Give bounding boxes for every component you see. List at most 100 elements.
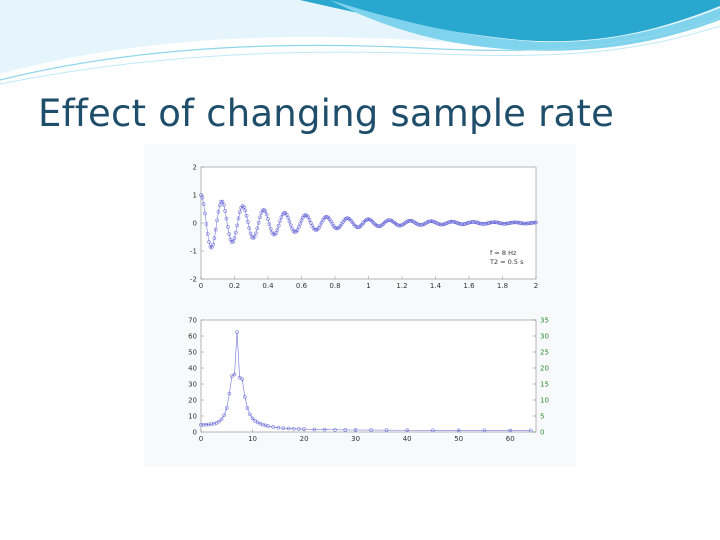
signal-point — [429, 219, 434, 224]
signal-point — [468, 220, 473, 225]
signal-point — [275, 227, 280, 232]
signal-point — [263, 209, 268, 214]
signal-point — [516, 220, 521, 225]
spectrum-point — [245, 406, 250, 410]
signal-point — [501, 221, 506, 226]
signal-point — [460, 222, 465, 227]
signal-point — [258, 215, 262, 220]
signal-point — [205, 232, 210, 236]
spectrum-y-tick-label: 50 — [188, 349, 197, 357]
spectrum-y2-tick-label: 5 — [540, 413, 544, 421]
spectrum-point — [286, 426, 291, 431]
time-x-tick-label: 1.2 — [396, 282, 407, 290]
signal-point — [497, 221, 502, 225]
signal-point — [417, 223, 422, 227]
spectrum-y-tick-label: 60 — [188, 333, 197, 341]
spectrum-point — [263, 423, 268, 428]
signal-point — [440, 222, 445, 227]
spectrum-axes-frame — [200, 319, 537, 433]
spectrum-point — [302, 427, 306, 431]
spectrum-point — [353, 428, 358, 432]
signal-point — [212, 236, 217, 241]
signal-point — [276, 223, 281, 228]
signal-point — [522, 221, 526, 226]
spectrum-y2-tick-label: 25 — [540, 349, 549, 357]
spectrum-point — [199, 422, 203, 427]
spectrum-point — [242, 394, 247, 399]
signal-point — [520, 221, 525, 226]
header-swoosh-decoration — [0, 0, 720, 85]
spectrum-y2-tick-label: 0 — [540, 429, 544, 437]
signal-point — [526, 221, 530, 226]
signal-point — [211, 242, 215, 247]
spectrum-point — [240, 377, 245, 382]
time-x-tick-label: 0.8 — [329, 282, 340, 290]
time-x-tick-label: 0.4 — [262, 282, 274, 290]
spectrum-point — [248, 412, 252, 417]
signal-point — [284, 212, 289, 217]
figure: 0 0.2 0.4 0.6 0.8 1 1.2 1.4 1.6 1.8 2 -2 -1 0 1 2 f = 8… — [188, 164, 549, 444]
time-x-tick-label: 1.6 — [463, 282, 475, 290]
signal-point — [203, 211, 207, 216]
spectrum-line — [201, 331, 531, 431]
spectrum-y-tick-label: 30 — [188, 381, 197, 389]
spectrum-x-tick-label: 30 — [351, 435, 360, 443]
signal-point — [217, 203, 222, 208]
signal-point — [488, 220, 493, 225]
time-x-tick-label: 1.8 — [497, 282, 508, 290]
spectrum-point — [431, 428, 435, 433]
signal-point — [256, 220, 261, 225]
time-domain-signal — [199, 193, 538, 250]
signal-point — [524, 221, 529, 226]
spectrum-plot: 0 10 20 30 40 50 60 0 10 20 30 40 50 60 70 0 5 10 15 20 25 30… — [188, 317, 549, 444]
spectrum-point — [227, 391, 232, 396]
signal-point — [376, 224, 380, 229]
time-y-tick-label: -2 — [190, 276, 197, 284]
spectrum-y-tick-label: 70 — [188, 317, 197, 325]
spectrum-point — [204, 422, 209, 427]
signal-point — [484, 221, 489, 226]
signal-point — [201, 202, 206, 207]
signal-point — [307, 218, 312, 222]
signal-point — [213, 227, 218, 232]
spectrum-point — [260, 422, 265, 427]
swoosh-band-main — [300, 0, 720, 42]
time-x-tick-label: 0 — [199, 282, 203, 290]
signal-point — [397, 223, 402, 228]
signal-point — [278, 219, 282, 224]
signal-point — [477, 221, 482, 226]
spectrum-x-tick-label: 40 — [403, 435, 412, 443]
signal-point — [449, 219, 454, 224]
spectrum-point — [297, 427, 301, 431]
spectrum-point — [224, 406, 229, 410]
spectrum-point — [312, 427, 317, 432]
time-y-tick-label: 0 — [193, 220, 197, 228]
signal-point — [223, 209, 227, 213]
time-domain-axes-frame — [200, 166, 537, 280]
signal-point — [495, 220, 499, 225]
spectrum-point — [528, 428, 533, 433]
spectrum-point — [232, 372, 237, 377]
spectrum-x-tick-label: 50 — [454, 435, 463, 443]
signal-point — [264, 212, 269, 217]
signal-point — [288, 223, 293, 228]
spectrum-point — [276, 425, 281, 430]
signal-point — [231, 239, 236, 244]
spectrum-point — [219, 417, 224, 422]
signal-point — [480, 222, 485, 226]
signal-point — [227, 232, 231, 236]
spectrum-point — [291, 426, 296, 431]
spectrum-y-tick-label: 0 — [193, 429, 197, 437]
signal-point — [254, 231, 258, 236]
signal-point — [459, 222, 463, 226]
signal-point — [439, 222, 443, 227]
signal-point — [408, 218, 412, 223]
signal-point — [224, 216, 229, 221]
annotation-frequency: f = 8 Hz — [490, 249, 517, 257]
signal-point — [255, 226, 260, 231]
signal-point — [428, 219, 432, 224]
spectrum-point — [322, 427, 327, 432]
signal-point — [219, 199, 223, 204]
signal-point — [296, 225, 301, 229]
signal-point — [216, 209, 221, 214]
